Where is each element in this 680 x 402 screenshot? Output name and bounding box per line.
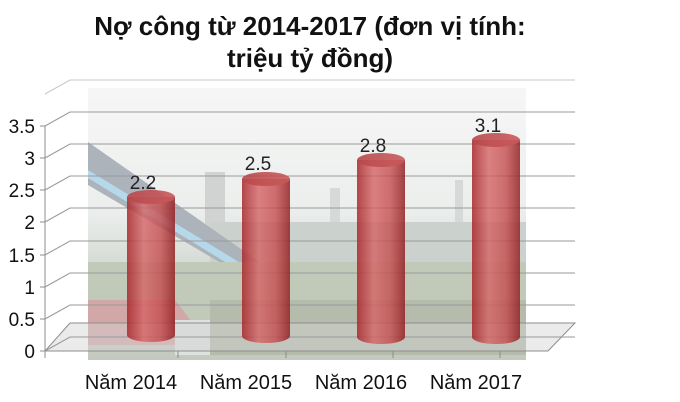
y-tick-1: 1 <box>24 278 35 299</box>
bar-2015 <box>242 172 290 343</box>
data-label-2016: 2.8 <box>360 136 386 157</box>
y-tick-3: 3 <box>24 149 35 170</box>
chart-title-line-1: Nợ công từ 2014-2017 (đơn vị tính: <box>94 11 526 41</box>
x-tick-2017: Năm 2017 <box>430 372 522 394</box>
data-labels: 2.2 2.5 2.8 3.1 <box>130 116 501 194</box>
x-tick-2014: Năm 2014 <box>85 372 177 394</box>
bar-2016 <box>357 153 405 344</box>
bar-2017 <box>472 133 520 344</box>
data-label-2017: 3.1 <box>475 116 501 137</box>
chart-title-line-2: triệu tỷ đồng) <box>226 43 394 73</box>
y-tick-labels: 0 0.5 1 1.5 2 2.5 3 3.5 <box>9 117 35 363</box>
y-tick-0: 0 <box>24 342 35 363</box>
y-axis <box>40 125 46 352</box>
x-tick-2015: Năm 2015 <box>200 372 292 394</box>
y-tick-3-5: 3.5 <box>9 117 35 138</box>
y-tick-2-5: 2.5 <box>9 181 35 202</box>
data-label-2014: 2.2 <box>130 173 156 194</box>
y-tick-0-5: 0.5 <box>9 310 35 331</box>
gridlines <box>44 79 575 352</box>
data-label-2015: 2.5 <box>245 154 271 175</box>
x-tick-labels: Năm 2014 Năm 2015 Năm 2016 Năm 2017 <box>85 372 522 394</box>
y-tick-1-5: 1.5 <box>9 246 35 267</box>
x-axis <box>44 351 501 358</box>
x-tick-2016: Năm 2016 <box>315 372 407 394</box>
y-tick-2: 2 <box>24 213 35 234</box>
bar-2014 <box>127 190 175 342</box>
chart-title: Nợ công từ 2014-2017 (đơn vị tính: triệu… <box>0 10 620 74</box>
